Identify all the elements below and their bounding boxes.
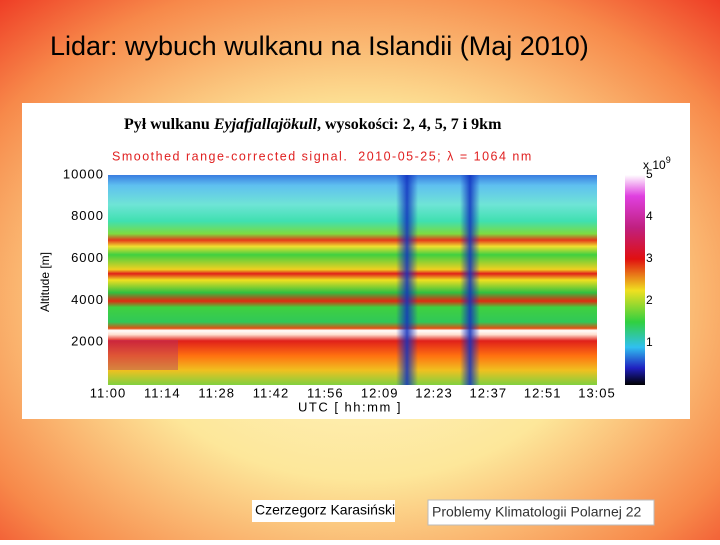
x-tick-label: 11:42 (253, 385, 290, 400)
footer-box (427, 499, 655, 526)
y-tick-label: 4000 (71, 292, 104, 307)
figure-title-suffix: , wysokości: 2, 4, 5, 7 i 9km (317, 116, 502, 133)
heatmap-stripe (396, 175, 418, 385)
x-tick-label: 12:51 (524, 385, 562, 400)
colorbar-scale-text: x 10 (643, 158, 666, 172)
x-tick-label: 12:37 (470, 385, 508, 400)
x-tick-label: 12:09 (361, 385, 399, 400)
x-tick-label: 11:00 (90, 385, 127, 400)
x-tick-label: 12:23 (415, 385, 453, 400)
heatmap-stripe (460, 175, 480, 385)
x-tick-label: 11:28 (198, 385, 235, 400)
x-tick-label: 13:05 (578, 385, 616, 400)
x-tick-label: 11:56 (307, 385, 344, 400)
colorbar-tick-label: 3 (646, 251, 653, 265)
colorbar-tick-label: 1 (646, 335, 653, 349)
y-tick-label: 2000 (71, 334, 104, 349)
figure-title-italic: Eyjafjallajökull (213, 116, 318, 133)
colorbar-tick-label: 5 (646, 167, 653, 181)
x-axis-label: UTC [ hh:mm ] (298, 399, 402, 414)
y-tick-label: 6000 (71, 250, 104, 265)
colorbar-tick-label: 2 (646, 293, 653, 307)
heatmap (108, 175, 597, 385)
heatmap-patch (108, 340, 178, 370)
author: Czerzegorz Karasiński (255, 502, 395, 518)
figure-title-prefix: Pył wulkanu (124, 116, 214, 133)
colorbar-exponent: 9 (666, 155, 671, 165)
y-tick-label: 8000 (71, 208, 104, 223)
footer: Problemy Klimatologii Polarnej 22 (432, 504, 642, 520)
axis-ticks: 10000 8000 6000 4000 2000 11:00 11:14 11:28 11:4… (63, 166, 653, 400)
colorbar (625, 175, 645, 385)
author-box (252, 500, 395, 522)
colorbar-tick-label: 4 (646, 209, 653, 223)
y-tick-label: 10000 (63, 166, 104, 181)
x-tick-label: 11:14 (144, 385, 181, 400)
slide-title: Lidar: wybuch wulkanu na Islandii (Maj 2… (50, 31, 589, 61)
figure-title: Pył wulkanu Eyjafjallajökull, wysokości:… (124, 116, 502, 133)
colorbar-scale: x 109 (643, 155, 671, 172)
figure-subtitle: Smoothed range-corrected signal. 2010-05… (112, 149, 533, 163)
y-axis-label: Altitude [m] (38, 252, 52, 312)
